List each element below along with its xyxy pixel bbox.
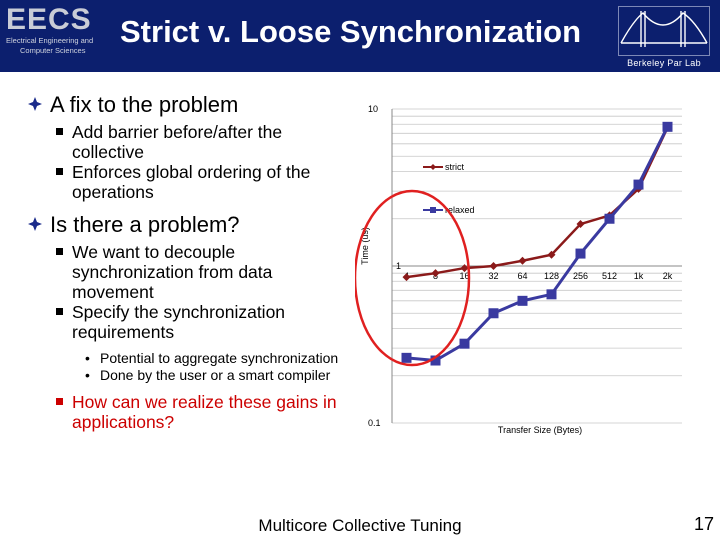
- dot-bullet-icon: •: [85, 367, 90, 383]
- x-tick-label: 128: [544, 271, 559, 281]
- point-relaxed: [488, 308, 499, 319]
- square-bullet-icon: [56, 168, 63, 175]
- point-relaxed: [604, 213, 615, 224]
- bridge-icon: [620, 11, 708, 47]
- point-strict: [402, 273, 411, 282]
- y-tick-label: 1: [396, 261, 401, 271]
- bullet-text: How can we realize these gains in applic…: [72, 392, 337, 432]
- logo-subtitle-1: Electrical Engineering and: [6, 36, 94, 45]
- y-axis-label: Time (us): [360, 227, 370, 265]
- y-tick-labels: 10 1 0.1: [368, 104, 401, 428]
- header-banner: EECS Electrical Engineering and Computer…: [0, 0, 720, 72]
- point-relaxed: [459, 338, 470, 349]
- bullet-text: Specify the synchronization requirements: [72, 302, 286, 342]
- x-tick-label: 1k: [634, 271, 644, 281]
- page-number: 17: [693, 514, 714, 534]
- point-strict: [518, 256, 527, 265]
- x-tick-label: 2k: [663, 271, 673, 281]
- point-relaxed: [662, 121, 673, 132]
- point-relaxed: [546, 289, 557, 300]
- x-tick-label: 16: [459, 271, 469, 281]
- logo-subtitle-2: Computer Sciences: [20, 46, 86, 55]
- chart-legend: strict relaxed: [423, 162, 475, 215]
- bullet-text: A fix to the problem: [50, 92, 239, 117]
- slide-title: Strict v. Loose Synchronization: [120, 14, 582, 49]
- lab-logo-frame: [618, 6, 710, 56]
- lab-name: Berkeley Par Lab: [627, 58, 701, 68]
- series-line-strict: [406, 127, 669, 279]
- square-bullet-icon: [56, 308, 63, 315]
- par-lab-logo: Berkeley Par Lab: [614, 2, 714, 70]
- point-relaxed: [633, 179, 644, 190]
- series-line-relaxed: [406, 126, 669, 363]
- bullet-text: Is there a problem?: [50, 212, 240, 237]
- bullet-level3: • Potential to aggregate synchronization: [28, 350, 358, 367]
- bullet-text: Done by the user or a smart compiler: [100, 367, 331, 383]
- point-relaxed: [401, 352, 412, 363]
- bullet-text: Enforces global ordering of the operatio…: [72, 162, 311, 202]
- x-axis-label: Transfer Size (Bytes): [498, 425, 582, 435]
- legend-marker-strict: [430, 164, 436, 170]
- square-bullet-icon: [56, 398, 63, 405]
- diamond-bullet-icon: [28, 217, 42, 231]
- point-relaxed: [430, 355, 441, 366]
- point-strict: [576, 220, 585, 229]
- point-strict: [431, 269, 440, 278]
- highlight-circle: [355, 189, 471, 367]
- chart-grid: [392, 108, 682, 424]
- y-tick-label: 0.1: [368, 418, 381, 428]
- legend-marker-relaxed: [430, 207, 436, 213]
- x-tick-label: 32: [488, 271, 498, 281]
- bullet-level1: A fix to the problem: [28, 92, 358, 118]
- y-tick-label: 10: [368, 104, 378, 114]
- bullet-text: We want to decouple synchronization from…: [72, 242, 273, 302]
- diamond-bullet-icon: [28, 97, 42, 111]
- bullet-text: Potential to aggregate synchronization: [100, 350, 339, 366]
- bullet-level2: Add barrier before/after the collective: [28, 122, 358, 162]
- footer-text: Multicore Collective Tuning: [258, 516, 462, 535]
- x-tick-label: 512: [602, 271, 617, 281]
- bullet-level3: • Done by the user or a smart compiler: [28, 367, 358, 384]
- point-strict: [547, 250, 556, 259]
- legend-label: strict: [445, 162, 464, 172]
- dot-bullet-icon: •: [85, 350, 90, 366]
- square-bullet-icon: [56, 248, 63, 255]
- point-relaxed: [575, 248, 586, 259]
- bullet-level1: Is there a problem?: [28, 212, 358, 238]
- x-tick-label: 64: [517, 271, 527, 281]
- bullet-level2: We want to decouple synchronization from…: [28, 242, 358, 302]
- point-strict: [460, 264, 469, 273]
- chart-axes: [391, 109, 682, 423]
- bullet-level2-highlight: How can we realize these gains in applic…: [28, 392, 358, 432]
- bullet-text: Add barrier before/after the collective: [72, 122, 283, 162]
- point-strict: [489, 262, 498, 270]
- x-tick-label: 256: [573, 271, 588, 281]
- square-bullet-icon: [56, 128, 63, 135]
- legend-label: relaxed: [445, 205, 475, 215]
- bullet-level2: Specify the synchronization requirements: [28, 302, 358, 342]
- bullet-list: A fix to the problem Add barrier before/…: [28, 92, 358, 432]
- point-relaxed: [517, 295, 528, 306]
- bullet-level2: Enforces global ordering of the operatio…: [28, 162, 358, 202]
- chart-series: [401, 121, 673, 366]
- eecs-logo: EECS Electrical Engineering and Computer…: [6, 4, 93, 56]
- logo-text: EECS: [6, 3, 92, 36]
